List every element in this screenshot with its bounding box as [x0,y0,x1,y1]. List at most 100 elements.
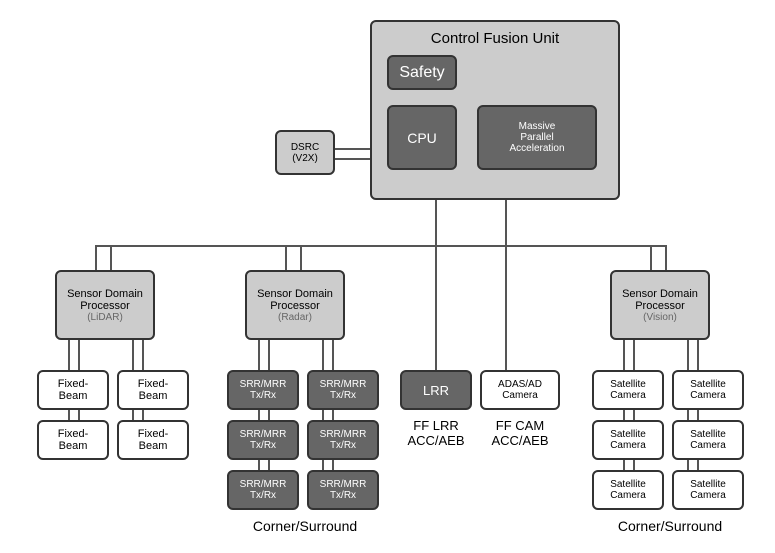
line [300,245,302,270]
line [633,340,635,370]
label: Satellite Camera [610,479,646,501]
sdp-vision-sub: (Vision) [643,312,677,323]
line [132,340,134,370]
sdp-radar-sub: (Radar) [278,312,312,323]
line [505,200,507,245]
label: Satellite Camera [690,379,726,401]
dsrc-box: DSRC (V2X) [275,130,335,175]
sdp-vision: Sensor Domain Processor (Vision) [610,270,710,340]
sdp-vision-title: Sensor Domain Processor [622,288,698,312]
lidar-fb3: Fixed- Beam [37,420,109,460]
line [132,410,134,420]
lidar-fb1: Fixed- Beam [37,370,109,410]
line [665,245,667,270]
line [110,245,112,270]
line [687,340,689,370]
vision-c6: Satellite Camera [672,470,744,510]
sdp-lidar-sub: (LiDAR) [87,312,123,323]
line [322,340,324,370]
mpa-box: Massive Parallel Acceleration [477,105,597,170]
sdp-radar-title: Sensor Domain Processor [257,288,333,312]
line [697,410,699,420]
radar-s2: SRR/MRR Tx/Rx [307,370,379,410]
line [505,245,507,370]
label: Fixed- Beam [58,378,89,402]
line [687,410,689,420]
corner-label-1: Corner/Surround [240,518,370,534]
line [258,340,260,370]
vision-c3: Satellite Camera [592,420,664,460]
vision-c4: Satellite Camera [672,420,744,460]
line [335,158,370,160]
label: Fixed- Beam [138,428,169,452]
ff-cam-label: FF CAM ACC/AEB [480,418,560,448]
label: ADAS/AD Camera [498,379,542,401]
line [142,410,144,420]
cpu-label: CPU [407,130,437,146]
lidar-fb2: Fixed- Beam [117,370,189,410]
label: SRR/MRR Tx/Rx [320,429,367,451]
vision-c1: Satellite Camera [592,370,664,410]
radar-s5: SRR/MRR Tx/Rx [227,470,299,510]
label: Satellite Camera [610,379,646,401]
fusion-title: Control Fusion Unit [431,30,559,47]
line [268,340,270,370]
line [687,460,689,470]
line [95,245,665,247]
line [78,410,80,420]
line [697,460,699,470]
label: Satellite Camera [610,429,646,451]
line [68,340,70,370]
line [633,460,635,470]
line [332,340,334,370]
line [142,340,144,370]
line [332,460,334,470]
label: Satellite Camera [690,479,726,501]
sdp-lidar-title: Sensor Domain Processor [67,288,143,312]
line [435,200,437,245]
control-fusion-unit: Control Fusion Unit Safety CPU Massive P… [370,20,620,200]
label: SRR/MRR Tx/Rx [320,479,367,501]
line [633,410,635,420]
cpu-box: CPU [387,105,457,170]
safety-label: Safety [399,64,444,82]
lrr-box: LRR [400,370,472,410]
line [697,340,699,370]
label: SRR/MRR Tx/Rx [240,479,287,501]
line [268,410,270,420]
radar-s3: SRR/MRR Tx/Rx [227,420,299,460]
line [258,410,260,420]
label: SRR/MRR Tx/Rx [240,429,287,451]
label: SRR/MRR Tx/Rx [240,379,287,401]
line [332,410,334,420]
label: Fixed- Beam [58,428,89,452]
radar-s1: SRR/MRR Tx/Rx [227,370,299,410]
corner-label-2: Corner/Surround [605,518,735,534]
line [258,460,260,470]
line [285,245,287,270]
label: SRR/MRR Tx/Rx [320,379,367,401]
line [322,460,324,470]
line [95,245,97,270]
line [268,460,270,470]
line [623,410,625,420]
label: Fixed- Beam [138,378,169,402]
line [650,245,652,270]
vision-c2: Satellite Camera [672,370,744,410]
line [68,410,70,420]
line [435,245,437,370]
line [322,410,324,420]
lidar-fb4: Fixed- Beam [117,420,189,460]
adas-box: ADAS/AD Camera [480,370,560,410]
safety-box: Safety [387,55,457,90]
sdp-radar: Sensor Domain Processor (Radar) [245,270,345,340]
line [623,460,625,470]
radar-s4: SRR/MRR Tx/Rx [307,420,379,460]
ff-lrr-label: FF LRR ACC/AEB [400,418,472,448]
sdp-lidar: Sensor Domain Processor (LiDAR) [55,270,155,340]
mpa-label: Massive Parallel Acceleration [509,121,564,154]
line [335,148,370,150]
label: LRR [423,383,449,398]
radar-s6: SRR/MRR Tx/Rx [307,470,379,510]
label: Satellite Camera [690,429,726,451]
